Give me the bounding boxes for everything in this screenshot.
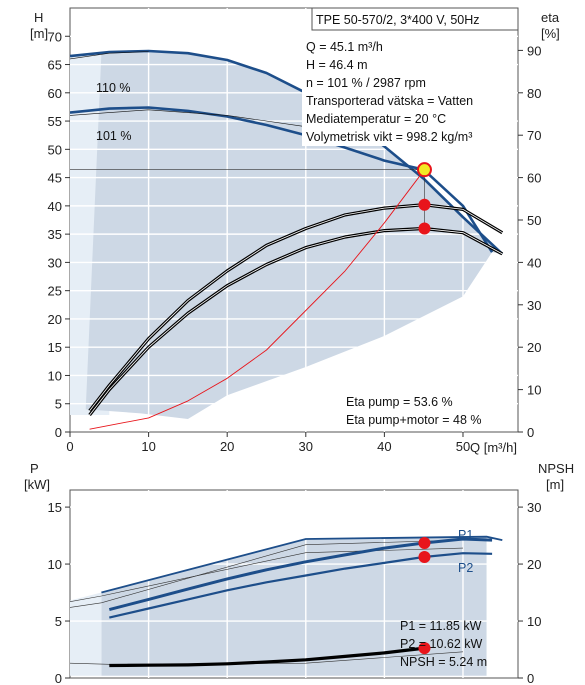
top-grid (70, 8, 518, 432)
bottom-point-0 (418, 536, 431, 549)
op-info-liquid: Transporterad vätska = Vatten (306, 94, 473, 108)
tick-label-eta-0: 0 (527, 425, 534, 440)
tick-label-q-20: 20 (220, 439, 234, 454)
y-right-label-bottom: NPSH (538, 461, 574, 476)
op-info-bg (302, 34, 516, 146)
tick-label-npsh-20: 20 (527, 557, 541, 572)
bottom-series-0 (108, 537, 493, 612)
tick-label-q-0: 0 (66, 439, 73, 454)
bottom-points (418, 536, 431, 655)
curve-label-110: 110 % (96, 81, 131, 95)
op-info-temp: Mediatemperatur = 20 °C (306, 112, 446, 126)
p1-curve-label: P1 (458, 528, 473, 542)
eta-point-2 (418, 222, 431, 235)
tick-label-eta-10: 10 (527, 383, 541, 398)
bottom-curves (69, 535, 503, 668)
y-right-unit-bottom: [m] (546, 477, 564, 492)
tick-label-eta-70: 70 (527, 128, 541, 143)
bottom-point-1 (418, 550, 431, 563)
tick-label-h-60: 60 (48, 86, 62, 101)
op-info-q: Q = 45.1 m³/h (306, 40, 383, 54)
curve-label-101: 101 % (96, 129, 131, 143)
bottom-grid (70, 490, 518, 678)
tick-label-h-40: 40 (48, 199, 62, 214)
y-left-unit-bottom: [kW] (24, 477, 50, 492)
tick-label-npsh-30: 30 (527, 500, 541, 515)
bottom-area-light (70, 592, 102, 676)
tick-label-p-15: 15 (48, 500, 62, 515)
tick-label-npsh-10: 10 (527, 614, 541, 629)
op-info-n: n = 101 % / 2987 rpm (306, 76, 426, 90)
tick-label-eta-30: 30 (527, 298, 541, 313)
npsh-text: NPSH = 5.24 m (400, 655, 487, 669)
eta-pump-text: Eta pump = 53.6 % (346, 395, 453, 409)
top-series-1 (69, 106, 494, 253)
tick-label-eta-60: 60 (527, 171, 541, 186)
tick-label-npsh-0: 0 (527, 671, 534, 685)
tick-label-q-50: 50 (456, 439, 470, 454)
top-series-4 (89, 169, 425, 430)
p1-text: P1 = 11.85 kW (400, 619, 482, 633)
p-thin-2 (69, 539, 464, 608)
tick-label-eta-80: 80 (527, 86, 541, 101)
bottom-panel: 0 5 10 15 0 10 20 30 P [kW] NPSH [m] P1 P2 P1 =… (24, 461, 574, 685)
tick-label-h-5: 5 (55, 397, 62, 412)
tick-label-h-55: 55 (48, 114, 62, 129)
p2-curve-label: P2 (458, 561, 473, 575)
title-box (311, 7, 519, 31)
bottom-operating-area (70, 536, 487, 676)
tick-label-h-30: 30 (48, 255, 62, 270)
bottom-point-2 (418, 642, 431, 655)
tick-label-eta-90: 90 (527, 43, 541, 58)
tick-label-eta-50: 50 (527, 213, 541, 228)
tick-label-h-50: 50 (48, 142, 62, 157)
duty-point (416, 162, 432, 178)
tick-label-h-70: 70 (48, 29, 62, 44)
tick-label-h-0: 0 (55, 425, 62, 440)
bottom-ticks: 0 5 10 15 0 10 20 30 (48, 500, 542, 685)
x-axis-label: Q [m³/h] (470, 440, 517, 455)
tick-label-q-30: 30 (299, 439, 313, 454)
y-left-label-top: H (34, 10, 43, 25)
y-right-label-top: eta (541, 10, 560, 25)
tick-label-h-65: 65 (48, 58, 62, 73)
tick-label-p-5: 5 (55, 614, 62, 629)
thin-101-line (69, 109, 306, 127)
chart-title: TPE 50-570/2, 3*400 V, 50Hz (316, 13, 480, 27)
tick-label-eta-40: 40 (527, 255, 541, 270)
top-ticks: 0 5 10 15 20 25 30 35 40 45 50 55 60 65 70 0 10 20 30 40 50 6… (48, 29, 542, 454)
tick-label-h-35: 35 (48, 227, 62, 242)
eta-info-bg (342, 391, 516, 429)
tick-label-h-20: 20 (48, 312, 62, 327)
tick-label-p-10: 10 (48, 557, 62, 572)
top-series-0 (69, 49, 504, 255)
thin-110-line (69, 51, 149, 60)
p-thin-1 (69, 547, 464, 602)
tick-label-h-15: 15 (48, 340, 62, 355)
eta-motor-text: Eta pump+motor = 48 % (346, 413, 482, 427)
top-panel: 0 5 10 15 20 25 30 35 40 45 50 55 60 65 70 0 10 20 30 40 50 6… (30, 7, 560, 455)
tick-label-p-0: 0 (55, 671, 62, 685)
tick-label-h-10: 10 (48, 368, 62, 383)
bottom-area-main (101, 536, 487, 676)
bottom-series-1 (109, 552, 493, 619)
p-envelope-upper (101, 535, 503, 594)
tick-label-eta-20: 20 (527, 340, 541, 355)
y-left-label-bottom: P (30, 461, 39, 476)
eta-point-1 (418, 198, 431, 211)
op-info-density: Volymetrisk vikt = 998.2 kg/m³ (306, 130, 472, 144)
tick-label-q-10: 10 (141, 439, 155, 454)
y-left-unit-top: [m] (30, 26, 48, 41)
bottom-series-2 (109, 646, 425, 668)
top-points (416, 162, 432, 235)
tick-label-q-40: 40 (377, 439, 391, 454)
y-right-unit-top: [%] (541, 26, 560, 41)
tick-label-h-45: 45 (48, 171, 62, 186)
p2-text: P2 = 10.62 kW (400, 637, 483, 651)
op-info-h: H = 46.4 m (306, 58, 368, 72)
tick-label-h-25: 25 (48, 284, 62, 299)
